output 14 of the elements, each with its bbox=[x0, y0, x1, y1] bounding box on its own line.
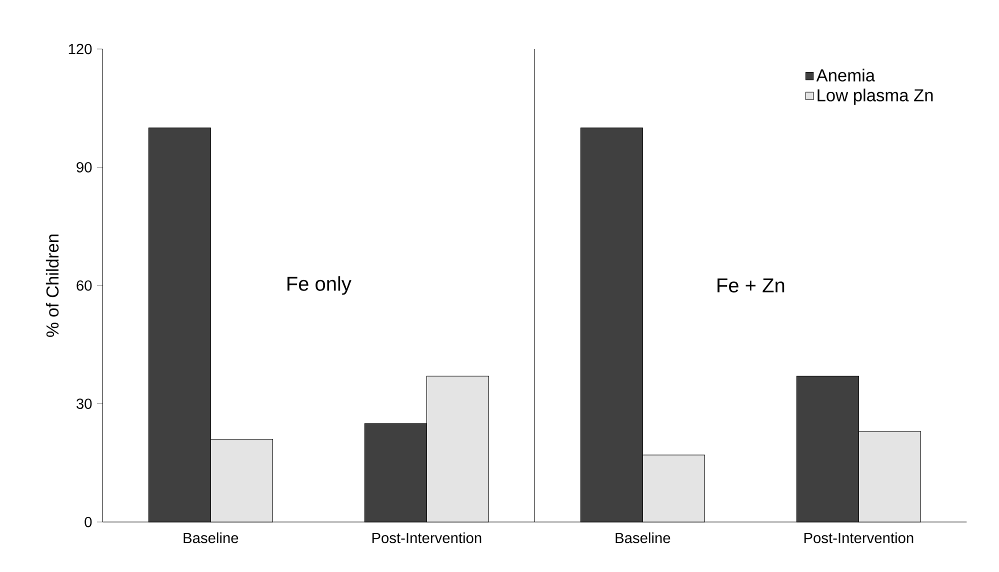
annotation: Fe only bbox=[288, 276, 352, 295]
x-tick-label: Post-Intervention bbox=[804, 532, 914, 544]
x-tick-label: Post-Intervention bbox=[372, 532, 482, 544]
y-tick-label: 90 bbox=[76, 162, 92, 172]
annotation: Fe + Zn bbox=[718, 278, 784, 292]
y-tick-label: 60 bbox=[76, 280, 92, 291]
y-tick-label: 30 bbox=[76, 398, 92, 409]
x-tick-label: Baseline bbox=[616, 532, 670, 544]
y-tick-label: 120 bbox=[68, 44, 92, 54]
y-axis-title: % of Children bbox=[46, 234, 59, 337]
x-tick-label: Baseline bbox=[184, 532, 238, 544]
legend-label: Low plasma Zn bbox=[818, 88, 933, 105]
legend-label: Anemia bbox=[816, 68, 876, 82]
y-tick-label: 0 bbox=[84, 516, 92, 528]
